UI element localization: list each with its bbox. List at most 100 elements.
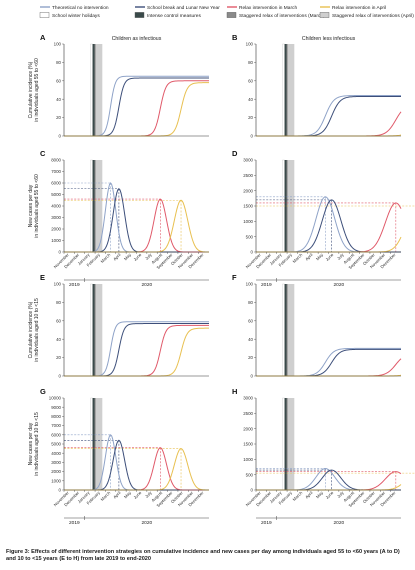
- band-winter-holidays: [90, 159, 93, 253]
- y-tick-label: 20: [56, 355, 61, 360]
- y-tick-label: 8000: [51, 158, 61, 163]
- year-label: 2020: [142, 520, 153, 526]
- band-staggered-april: [284, 398, 295, 490]
- panel-letter: D: [232, 149, 238, 158]
- month-label: June: [324, 490, 334, 500]
- y-tick-label: 4000: [51, 451, 61, 456]
- y-tick-label: 1000: [51, 478, 61, 483]
- month-label: June: [324, 252, 334, 262]
- y-tick-label: 3000: [243, 396, 253, 401]
- month-label-wrap: April: [112, 252, 122, 262]
- year-label: 2019: [261, 520, 272, 526]
- y-tick-label: 40: [56, 337, 61, 342]
- y-tick-label: 0: [59, 374, 62, 379]
- y-tick-label: 2000: [243, 426, 253, 431]
- month-label-wrap: May: [123, 490, 133, 500]
- month-label: April: [112, 490, 122, 500]
- y-tick-label: 4000: [51, 204, 61, 209]
- band-staggered-april: [92, 284, 103, 376]
- month-label-wrap: March: [100, 490, 112, 502]
- row-label: Cumulative incidence (%) in individuals a…: [28, 298, 40, 362]
- y-tick-label: 2500: [243, 411, 253, 416]
- y-tick-label: 3000: [51, 460, 61, 465]
- legend-label: Staggered relax of interventions (March): [239, 13, 325, 19]
- row-label-line2: in individuals aged 10 to <15: [34, 412, 40, 476]
- month-label-wrap: July: [144, 252, 153, 261]
- y-tick-label: 0: [59, 250, 62, 255]
- row-label: Cumulative incidence (%) in individuals a…: [28, 58, 40, 122]
- y-tick-label: 9000: [51, 405, 61, 410]
- series-curve: [64, 321, 209, 377]
- row-label: New cases per day in individuals aged 55 …: [28, 174, 40, 238]
- y-tick-label: 100: [246, 282, 254, 287]
- y-tick-label: 100: [246, 42, 254, 47]
- month-label: July: [336, 490, 345, 499]
- series-curve: [64, 327, 209, 377]
- column-header: Children less infectious: [302, 36, 356, 42]
- panel-G: G 0 1000 2000 3000 4000 5000 6000 7000 8000 9000 10…: [28, 387, 209, 526]
- y-tick-label: 60: [248, 318, 253, 323]
- row-label-line2: in individuals aged 10 to <15: [34, 298, 40, 362]
- band-winter-holidays: [282, 283, 285, 377]
- y-tick-label: 2000: [243, 188, 253, 193]
- row-label-line1: Cumulative incidence (%): [28, 61, 34, 118]
- series-curve: [64, 323, 209, 377]
- panel-letter: E: [40, 273, 45, 282]
- y-tick-label: 2000: [51, 469, 61, 474]
- y-tick-label: 1000: [51, 238, 61, 243]
- month-label: July: [144, 490, 153, 499]
- legend-swatch-box: [319, 12, 330, 18]
- y-tick-label: 0: [251, 374, 254, 379]
- month-label: March: [292, 252, 304, 264]
- y-tick-label: 20: [248, 115, 253, 120]
- legend-label: Intense control measures: [147, 13, 201, 19]
- panel-letter: B: [232, 33, 238, 42]
- y-tick-label: 3000: [243, 158, 253, 163]
- panel-letter: F: [232, 273, 237, 282]
- panel-letter: H: [232, 387, 237, 396]
- panel-letter: G: [40, 387, 46, 396]
- month-label: March: [100, 252, 112, 264]
- y-tick-label: 100: [54, 282, 62, 287]
- series-curve: [64, 75, 209, 137]
- y-tick-label: 0: [251, 134, 254, 139]
- band-intense-control: [284, 44, 287, 136]
- y-tick-label: 0: [59, 488, 62, 493]
- year-label: 2020: [334, 520, 345, 526]
- figure-caption: Figure 3: Effects of different intervent…: [6, 549, 410, 563]
- month-label-wrap: July: [336, 490, 345, 499]
- series-curve: [64, 77, 209, 137]
- panel-H: H050010001500200025003000NovemberDecembe…: [232, 387, 415, 526]
- y-tick-label: 40: [248, 97, 253, 102]
- legend-label: School break and Lunar New Year: [147, 5, 220, 11]
- row-label-line2: in individuals aged 55 to <60: [34, 174, 40, 238]
- column-header: Children as infectious: [112, 36, 162, 42]
- month-label-wrap: May: [315, 490, 325, 500]
- month-label-wrap: April: [304, 490, 314, 500]
- year-label: 2019: [69, 282, 80, 288]
- y-tick-label: 80: [56, 60, 61, 65]
- legend-swatch-box: [134, 12, 145, 18]
- band-staggered-april: [92, 160, 103, 252]
- series-curve: [64, 198, 209, 253]
- legend-label: Staggered relax of interventions (April): [332, 13, 414, 19]
- y-tick-label: 0: [251, 250, 254, 255]
- y-tick-label: 80: [248, 60, 253, 65]
- y-tick-label: 40: [56, 97, 61, 102]
- panel-letter: C: [40, 149, 46, 158]
- month-label-wrap: May: [123, 252, 133, 262]
- y-tick-label: 6000: [51, 181, 61, 186]
- series-curve: [256, 196, 401, 253]
- month-label: April: [112, 252, 122, 262]
- month-label: July: [336, 252, 345, 261]
- month-label: April: [304, 490, 314, 500]
- band-staggered-april: [284, 160, 295, 252]
- series-curve: [64, 82, 209, 137]
- panel-letter: A: [40, 33, 46, 42]
- y-tick-label: 3000: [51, 215, 61, 220]
- band-staggered-april: [92, 44, 103, 136]
- y-tick-label: 6000: [51, 432, 61, 437]
- y-tick-label: 100: [54, 42, 62, 47]
- y-tick-label: 500: [246, 472, 254, 477]
- month-label: March: [292, 490, 304, 502]
